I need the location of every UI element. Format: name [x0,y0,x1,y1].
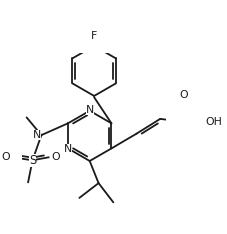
Text: O: O [179,90,187,100]
Text: S: S [29,154,36,167]
Text: N: N [85,105,94,115]
Text: OH: OH [204,117,221,127]
Text: F: F [91,31,97,41]
Text: N: N [32,130,40,140]
Text: N: N [64,144,72,154]
Text: O: O [51,152,59,162]
Text: O: O [1,152,10,162]
